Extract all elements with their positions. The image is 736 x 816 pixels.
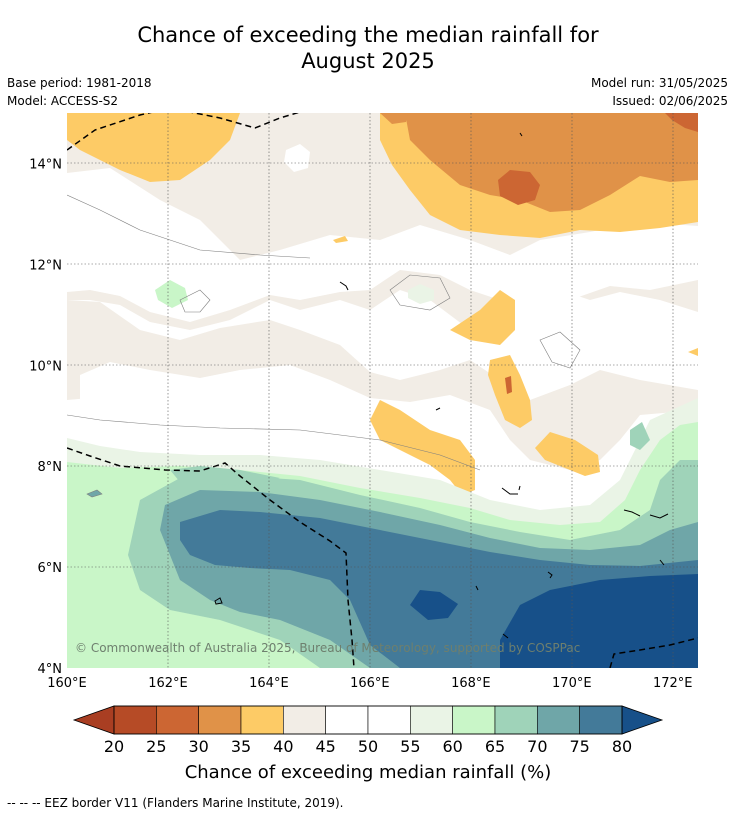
axis-ticks: 160°E 162°E 164°E 166°E 168°E 170°E 172°E 4°N 6°… bbox=[29, 157, 693, 691]
contour-25-30-c bbox=[505, 376, 512, 394]
colorbar-tick-label: 50 bbox=[358, 737, 378, 756]
contour-80-85-island bbox=[410, 590, 458, 620]
colorbar-tick-label: 80 bbox=[612, 737, 632, 756]
colorbar-cell bbox=[325, 705, 369, 735]
contour-30-35 bbox=[405, 113, 698, 212]
x-tick-label: 172°E bbox=[653, 676, 693, 691]
contour-35-40-f bbox=[688, 348, 698, 356]
x-tick-label: 170°E bbox=[552, 676, 592, 691]
colorbar-cell bbox=[283, 705, 326, 735]
colorbar-cell bbox=[537, 705, 580, 735]
colorbar-tick-label: 20 bbox=[104, 737, 124, 756]
colorbar-cell bbox=[113, 705, 157, 735]
colorbar-extend-high bbox=[621, 705, 664, 735]
y-tick-label: 12°N bbox=[29, 258, 62, 273]
colorbar-tick-label: 65 bbox=[485, 737, 505, 756]
contour-45-55-island bbox=[284, 144, 310, 172]
eez-borders bbox=[67, 113, 698, 668]
contour-30-35-nw bbox=[380, 113, 408, 124]
colorbar-outline bbox=[113, 705, 623, 735]
colorbar-cell bbox=[452, 705, 496, 735]
contour-60-65-island bbox=[155, 280, 188, 308]
colorbar-tick-label: 75 bbox=[569, 737, 589, 756]
colorbar-tick-label: 55 bbox=[400, 737, 420, 756]
model-name: Model: ACCESS-S2 bbox=[7, 94, 119, 108]
colorbar-extend-low bbox=[72, 705, 115, 735]
coastlines bbox=[214, 132, 669, 639]
x-tick-label: 168°E bbox=[451, 676, 491, 691]
y-tick-label: 8°N bbox=[38, 460, 63, 475]
contour-35-40-e bbox=[333, 236, 348, 243]
y-tick-label: 14°N bbox=[29, 157, 62, 172]
title-line-2: August 2025 bbox=[301, 49, 435, 73]
colorbar-cell bbox=[494, 705, 538, 735]
colorbar-tick-label: 70 bbox=[527, 737, 547, 756]
contour-65-70-island bbox=[630, 422, 650, 450]
colorbar-cell bbox=[240, 705, 284, 735]
y-tick-label: 6°N bbox=[38, 561, 63, 576]
x-tick-label: 162°E bbox=[148, 676, 188, 691]
colorbar-tick-label: 25 bbox=[146, 737, 166, 756]
colorbar-tick-label: 30 bbox=[188, 737, 208, 756]
title-line-1: Chance of exceeding the median rainfall … bbox=[137, 23, 599, 47]
contour-35-40-nw bbox=[67, 113, 240, 182]
gridlines bbox=[67, 113, 698, 668]
contour-45-55-patch-a bbox=[67, 168, 698, 330]
colorbar-tick-label: 45 bbox=[315, 737, 335, 756]
colorbar-cell bbox=[156, 705, 199, 735]
colorbar: 20 25 30 35 40 45 50 55 60 65 70 75 80 Chance of exc… bbox=[72, 705, 664, 783]
colorbar-tick-label: 40 bbox=[273, 737, 293, 756]
contour-55-60-island bbox=[408, 284, 434, 304]
colorbar-tick-label: 35 bbox=[231, 737, 251, 756]
colorbar-title: Chance of exceeding median rainfall (%) bbox=[185, 762, 552, 783]
y-tick-label: 4°N bbox=[38, 662, 63, 677]
colorbar-cell bbox=[198, 705, 242, 735]
x-tick-label: 164°E bbox=[249, 676, 289, 691]
contour-lines bbox=[67, 194, 581, 498]
colorbar-cells bbox=[113, 705, 623, 735]
y-tick-label: 10°N bbox=[29, 359, 62, 374]
chart-title: Chance of exceeding the median rainfall … bbox=[0, 22, 736, 74]
colorbar-cell bbox=[579, 705, 623, 735]
contour-35-40-c bbox=[370, 400, 475, 495]
x-tick-label: 160°E bbox=[47, 676, 87, 691]
contour-35-40-d bbox=[535, 432, 600, 476]
contour-35-40-a bbox=[450, 290, 515, 345]
copyright-text: © Commonwealth of Australia 2025, Bureau… bbox=[75, 641, 580, 655]
colorbar-cell bbox=[367, 705, 411, 735]
base-period: Base period: 1981-2018 bbox=[7, 76, 152, 90]
contour-80-85 bbox=[500, 574, 698, 668]
colorbar-labels: 20 25 30 35 40 45 50 55 60 65 70 75 80 bbox=[104, 737, 632, 756]
map-area: © Commonwealth of Australia 2025, Bureau… bbox=[67, 113, 698, 668]
model-run: Model run: 31/05/2025 bbox=[590, 76, 728, 90]
contour-25-30-a bbox=[498, 170, 540, 205]
eez-footnote: -- -- -- EEZ border V11 (Flanders Marine… bbox=[7, 796, 344, 810]
colorbar-cell bbox=[410, 705, 453, 735]
meta-left: Base period: 1981-2018 Model: ACCESS-S2 bbox=[7, 74, 152, 110]
x-tick-label: 166°E bbox=[350, 676, 390, 691]
meta-right: Model run: 31/05/2025 Issued: 02/06/2025 bbox=[591, 74, 728, 110]
issued-date: Issued: 02/06/2025 bbox=[612, 94, 728, 108]
colorbar-tick-label: 60 bbox=[442, 737, 462, 756]
